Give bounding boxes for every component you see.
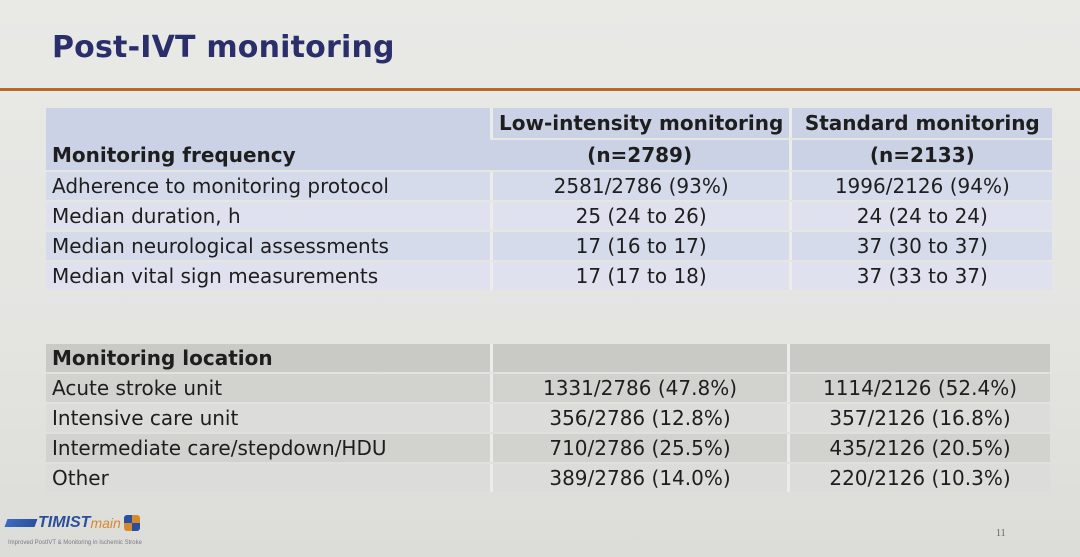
row-label: Median duration, h (46, 202, 490, 230)
column-header-low-intensity: Low-intensity monitoring (490, 108, 790, 138)
table-header-row: Monitoring location (46, 344, 1050, 372)
title-divider (0, 88, 1080, 91)
standard-value: 37 (30 to 37) (789, 232, 1053, 260)
standard-value: 1996/2126 (94%) (789, 172, 1053, 200)
column-n-standard: (n=2133) (789, 140, 1053, 170)
monitoring-location-table: Monitoring location Acute stroke unit 13… (46, 342, 1050, 494)
column-n-low-intensity: (n=2789) (490, 140, 790, 170)
table-row: Acute stroke unit 1331/2786 (47.8%) 1114… (46, 374, 1050, 402)
low-intensity-value: 710/2786 (25.5%) (490, 434, 787, 462)
row-label: Adherence to monitoring protocol (46, 172, 490, 200)
standard-value: 357/2126 (16.8%) (787, 404, 1050, 432)
optimist-logo: TIMIST main (4, 514, 140, 532)
low-intensity-value: 2581/2786 (93%) (490, 172, 790, 200)
standard-value: 37 (33 to 37) (789, 262, 1053, 290)
monitoring-frequency-table: Monitoring frequency Low-intensity monit… (46, 106, 1053, 292)
standard-value: 435/2126 (20.5%) (787, 434, 1050, 462)
header-cell-empty (787, 344, 1050, 372)
column-header-standard: Standard monitoring (789, 108, 1053, 138)
page-number: 11 (996, 528, 1006, 539)
table-row: Median duration, h 25 (24 to 26) 24 (24 … (46, 202, 1053, 230)
table-row: Intermediate care/stepdown/HDU 710/2786 … (46, 434, 1050, 462)
low-intensity-value: 25 (24 to 26) (490, 202, 790, 230)
header-cell-empty (490, 344, 787, 372)
table-row: Other 389/2786 (14.0%) 220/2126 (10.3%) (46, 464, 1050, 492)
logo-tagline: Improved PostIVT & Monitoring in Ischemi… (8, 540, 142, 546)
row-label: Median vital sign measurements (46, 262, 490, 290)
low-intensity-value: 1331/2786 (47.8%) (490, 374, 787, 402)
section-label-location: Monitoring location (46, 344, 490, 372)
standard-value: 24 (24 to 24) (789, 202, 1053, 230)
table-header-row-n: (n=2789) (n=2133) (46, 140, 1053, 170)
table-row: Adherence to monitoring protocol 2581/27… (46, 172, 1053, 200)
logo-mark-icon (123, 515, 140, 531)
low-intensity-value: 17 (17 to 18) (490, 262, 790, 290)
table-row: Median vital sign measurements 17 (17 to… (46, 262, 1053, 290)
logo-text-suffix: main (90, 515, 121, 531)
row-label: Intensive care unit (46, 404, 490, 432)
logo-arrow-icon (4, 519, 38, 527)
standard-value: 1114/2126 (52.4%) (787, 374, 1050, 402)
row-label: Intermediate care/stepdown/HDU (46, 434, 490, 462)
logo-text-prefix: TIMIST (38, 514, 91, 531)
low-intensity-value: 356/2786 (12.8%) (490, 404, 787, 432)
standard-value: 220/2126 (10.3%) (787, 464, 1050, 492)
low-intensity-value: 389/2786 (14.0%) (490, 464, 787, 492)
row-label: Median neurological assessments (46, 232, 490, 260)
table-row: Median neurological assessments 17 (16 t… (46, 232, 1053, 260)
table-row: Intensive care unit 356/2786 (12.8%) 357… (46, 404, 1050, 432)
section-label-frequency: Monitoring frequency (46, 108, 490, 170)
row-label: Acute stroke unit (46, 374, 490, 402)
row-label: Other (46, 464, 490, 492)
slide-title: Post-IVT monitoring (52, 30, 395, 65)
table-header-row: Monitoring frequency Low-intensity monit… (46, 108, 1053, 170)
low-intensity-value: 17 (16 to 17) (490, 232, 790, 260)
